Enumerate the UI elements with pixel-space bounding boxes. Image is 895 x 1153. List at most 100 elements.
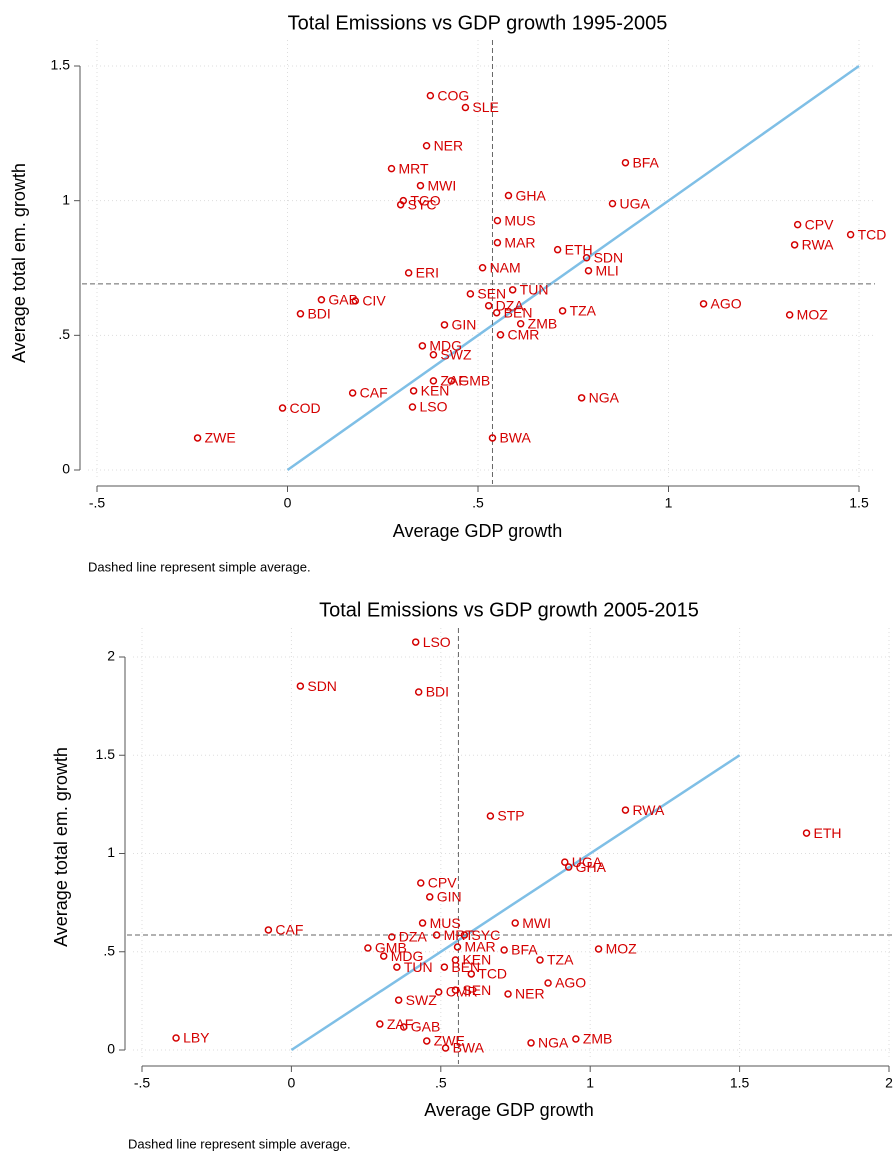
x-tick-label: -.5 — [134, 1075, 151, 1091]
point — [504, 990, 512, 998]
point-label: UGA — [619, 195, 650, 211]
point-label: BFA — [632, 154, 659, 170]
point — [544, 979, 552, 987]
y-tick-label: 0 — [62, 461, 70, 477]
point — [393, 963, 401, 971]
point — [793, 220, 802, 229]
point — [461, 103, 470, 112]
x-tick-label: .5 — [435, 1075, 447, 1091]
point — [394, 996, 403, 1004]
x-axis-title: Average GDP growth — [424, 1100, 593, 1120]
point — [484, 301, 493, 310]
point-label: ZAF — [387, 1016, 413, 1032]
point-label: SLE — [472, 99, 498, 115]
point-label: TCD — [478, 966, 507, 982]
point — [492, 308, 501, 317]
note: Dashed line represent simple average. — [128, 1136, 351, 1151]
point-label: TUN — [520, 282, 549, 298]
reference-line — [290, 754, 741, 1052]
point-label: BWA — [453, 1040, 485, 1056]
point — [376, 1020, 384, 1028]
point — [418, 919, 427, 927]
point — [467, 970, 476, 978]
point-label: BWA — [499, 430, 531, 446]
point — [440, 963, 449, 971]
point-label: MDG — [391, 948, 424, 964]
point-label: RWA — [632, 802, 665, 818]
point-label: RWA — [802, 237, 835, 253]
point-label: SEN — [477, 286, 506, 302]
point — [621, 158, 630, 167]
chart-title: Total Emissions vs GDP growth 2005-2015 — [319, 599, 699, 621]
point-label: KEN — [421, 383, 450, 399]
point-label: CMR — [507, 326, 539, 342]
y-tick-label: .5 — [103, 942, 115, 958]
point — [802, 829, 811, 837]
point — [594, 945, 603, 953]
point-label: ERI — [416, 265, 439, 281]
y-tick-label: 0 — [107, 1041, 115, 1057]
point — [278, 404, 287, 412]
point — [441, 1044, 450, 1052]
point — [558, 307, 567, 315]
point-label: MUS — [430, 915, 461, 931]
y-tick-label: 1.5 — [51, 57, 71, 73]
point — [317, 296, 326, 304]
point — [408, 403, 417, 411]
point-label: TCD — [858, 226, 887, 242]
point-label: ZWE — [434, 1033, 465, 1049]
point-label: ZMB — [528, 315, 558, 331]
point — [785, 311, 794, 319]
point-label: GHA — [515, 187, 546, 203]
point — [429, 350, 438, 359]
point-label: NER — [434, 137, 464, 153]
point — [621, 806, 630, 814]
x-axis-title: Average GDP growth — [393, 521, 562, 541]
point-label: ZWE — [205, 430, 236, 446]
x-tick-label: 0 — [288, 1075, 296, 1091]
point-label: DZA — [399, 929, 428, 945]
x-tick-label: .5 — [472, 495, 484, 511]
point-label: TZA — [547, 952, 574, 968]
point-label: ETH — [565, 241, 593, 257]
point-label: UGA — [572, 854, 603, 870]
point — [172, 1034, 180, 1042]
point — [429, 377, 438, 385]
point-label: ETH — [814, 825, 842, 841]
point — [432, 931, 441, 939]
x-tick-label: 1 — [586, 1075, 594, 1091]
point — [572, 1035, 580, 1043]
point-label: LBY — [183, 1030, 210, 1046]
point — [434, 988, 443, 996]
point — [193, 434, 202, 442]
point — [508, 286, 517, 294]
point — [264, 926, 273, 934]
x-tick-label: 1 — [665, 495, 673, 511]
point — [364, 944, 372, 952]
point — [409, 387, 418, 395]
point-label: BFA — [511, 942, 538, 958]
point — [608, 199, 617, 208]
point-label: SEN — [462, 982, 491, 998]
point — [440, 321, 449, 329]
y-tick-label: 1 — [62, 191, 70, 207]
point — [451, 956, 460, 964]
point-label: SYC — [408, 196, 437, 212]
point — [500, 946, 508, 954]
point — [296, 682, 305, 690]
point-label: NAM — [490, 259, 521, 275]
point-label: BEN — [451, 959, 480, 975]
point — [423, 1037, 431, 1045]
point — [478, 263, 487, 272]
point-label: SYC — [471, 927, 500, 943]
point — [699, 300, 708, 308]
x-tick-label: 2 — [885, 1075, 893, 1091]
point-label: CPV — [805, 216, 834, 232]
point — [451, 986, 460, 994]
point-label: ZMB — [583, 1031, 613, 1047]
point-label: MRT — [399, 160, 430, 176]
note: Dashed line represent simple average. — [88, 559, 311, 574]
point — [422, 141, 431, 150]
